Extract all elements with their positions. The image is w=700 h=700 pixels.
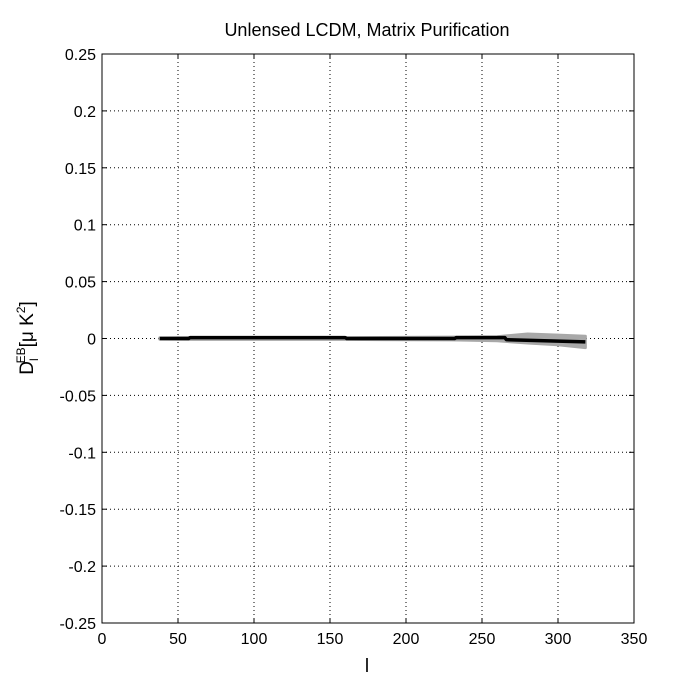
x-tick-label: 250	[469, 631, 496, 648]
y-axis-label-unit-sup: 2	[14, 306, 28, 313]
y-tick-label: -0.05	[60, 388, 97, 405]
y-axis-label-base: D	[17, 361, 38, 375]
y-tick-label: 0.05	[65, 275, 96, 292]
x-tick-label: 150	[317, 631, 344, 648]
x-tick-label: 100	[241, 631, 268, 648]
y-tick-label: 0.15	[65, 161, 96, 178]
y-tick-label: -0.1	[68, 445, 96, 462]
y-tick-label: -0.25	[60, 616, 97, 633]
y-axis-tick-labels: 0.25 0.2 0.15 0.1 0.05 0 -0.05 -0.1 -0.15 -0.2 -0.…	[60, 47, 97, 633]
y-tick-label: -0.15	[60, 502, 97, 519]
axis-ticks	[101, 53, 635, 624]
y-axis-label-unit-close: ]	[17, 301, 38, 306]
y-tick-label: 0	[87, 332, 96, 349]
y-tick-label: 0.25	[65, 47, 96, 64]
y-tick-label: 0.2	[74, 104, 96, 121]
mean-line	[159, 335, 586, 344]
x-tick-label: 50	[169, 631, 187, 648]
y-tick-label: -0.2	[68, 559, 96, 576]
y-axis-label-sup: EB	[14, 347, 28, 363]
y-axis-label-unit: [μ K	[17, 313, 38, 348]
y-axis-label-sub: l	[27, 358, 41, 361]
y-tick-label: 0.1	[74, 218, 96, 235]
x-tick-label: 0	[98, 631, 107, 648]
x-axis-tick-labels: 0 50 100 150 200 250 300 350	[98, 631, 648, 648]
x-axis-label: l	[365, 656, 369, 677]
y-axis-label: DlEB[μ K2]	[14, 301, 41, 375]
chart-title: Unlensed LCDM, Matrix Purification	[224, 20, 509, 40]
plot-area	[158, 332, 587, 350]
x-tick-label: 350	[621, 631, 648, 648]
x-tick-label: 300	[545, 631, 572, 648]
x-tick-label: 200	[393, 631, 420, 648]
